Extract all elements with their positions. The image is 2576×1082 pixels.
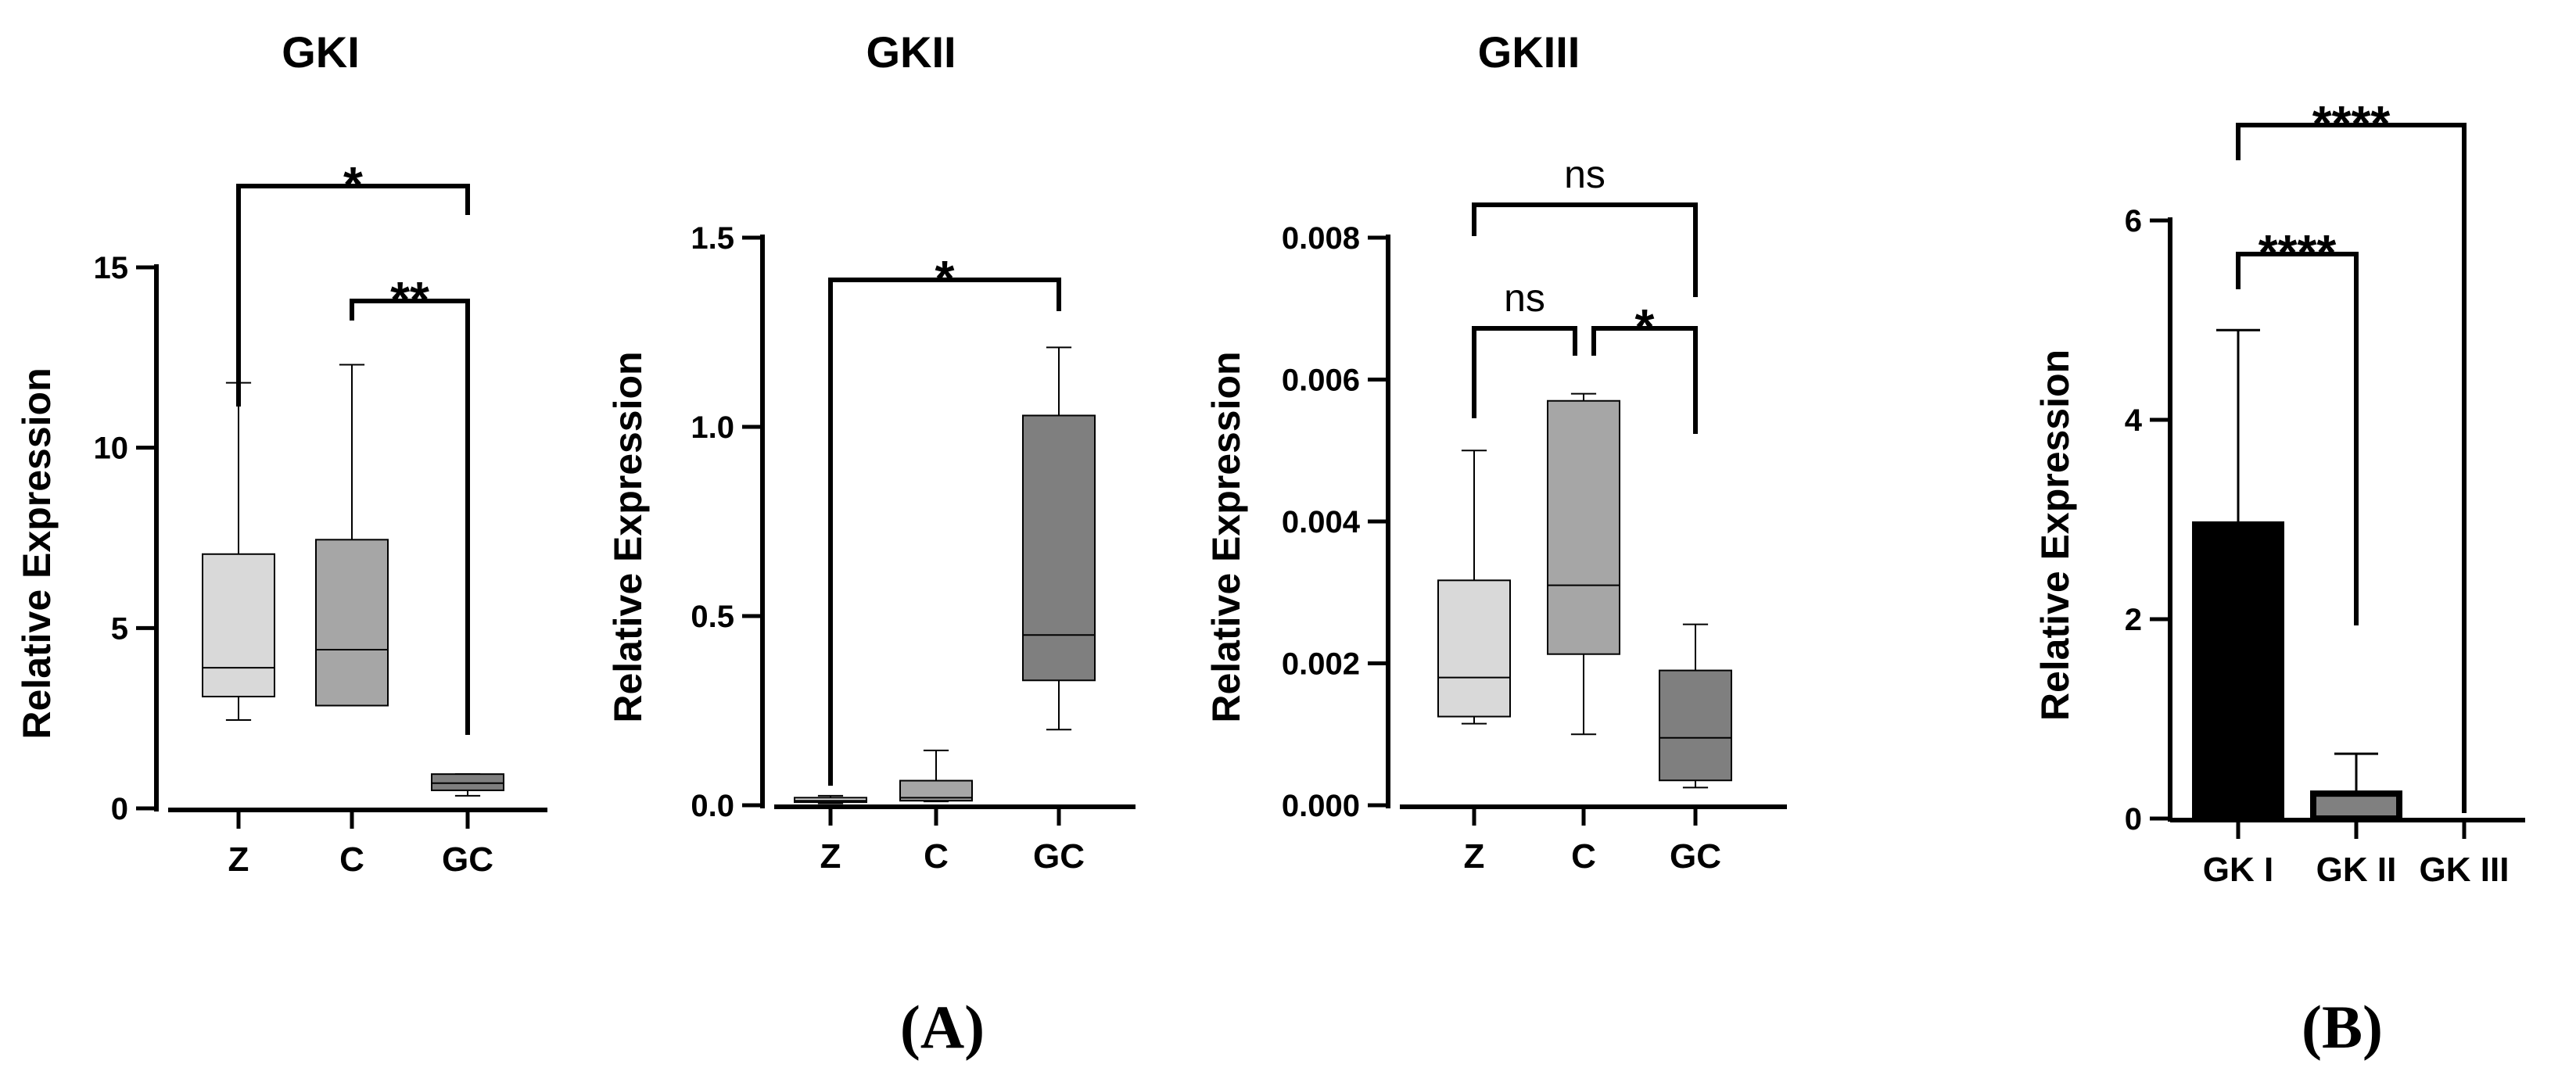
significance-bracket-z-gc: [1472, 202, 1698, 297]
y-tick-label: 5: [111, 611, 128, 646]
significance-label-z-gc: ns: [1564, 152, 1606, 196]
box-c: [315, 539, 389, 707]
y-tick-label: 0.5: [691, 600, 734, 634]
significance-label-z-gc: *: [343, 156, 363, 213]
significance-bracket-c-gc: [350, 299, 470, 735]
box-z: [202, 553, 275, 697]
x-tick-label: GC: [1670, 837, 1721, 876]
y-tick-label: 0.000: [1282, 789, 1360, 823]
x-tick-label: GK I: [2203, 851, 2273, 889]
x-tick-label: Z: [228, 840, 249, 879]
chart-title: GKII: [866, 27, 956, 77]
y-tick-label: 0: [111, 792, 128, 826]
x-tick-label: GK II: [2316, 851, 2397, 889]
panel-label-b: (B): [2302, 993, 2383, 1061]
significance-label-gk1-gk3: ****: [2312, 95, 2391, 152]
y-tick-label: 6: [2125, 204, 2142, 238]
significance-label-c-gc: *: [1635, 299, 1655, 355]
box-c: [1547, 399, 1620, 655]
y-tick-label: 0: [2125, 802, 2142, 837]
x-tick-label: GK III: [2420, 851, 2510, 889]
y-tick-label: 1.5: [691, 221, 734, 256]
box-z: [1437, 579, 1511, 718]
significance-bracket-z-gc: [236, 184, 470, 407]
chart-title: GKIII: [1478, 27, 1580, 77]
panel-label-a: (A): [900, 993, 985, 1061]
significance-bracket-gk1-gk2: [2236, 252, 2359, 625]
significance-label-c-gc: **: [390, 271, 429, 328]
box-gc: [1022, 414, 1096, 682]
box-gc: [431, 773, 504, 791]
x-tick-label: C: [339, 840, 364, 879]
significance-label-z-c: ns: [1504, 276, 1545, 320]
significance-bracket-gk1-gk3: [2236, 123, 2467, 813]
x-tick-label: C: [924, 837, 949, 876]
y-tick-label: 0.006: [1282, 364, 1360, 398]
significance-bracket-z-gc: [828, 278, 1061, 786]
y-tick-label: 0.002: [1282, 647, 1360, 682]
significance-label-gk1-gk2: ****: [2258, 224, 2337, 281]
y-tick-label: 0.004: [1282, 505, 1361, 539]
box-gc: [1659, 669, 1732, 782]
x-tick-label: Z: [1464, 837, 1485, 876]
y-axis-label: Relative Expression: [2033, 349, 2077, 721]
y-tick-label: 10: [94, 432, 129, 466]
y-tick-label: 2: [2125, 603, 2142, 637]
bar-gk-i: [2192, 521, 2284, 822]
x-tick-label: GC: [1033, 837, 1085, 876]
chart-title: GKI: [282, 27, 360, 77]
y-tick-label: 4: [2125, 403, 2143, 438]
y-axis-label: Relative Expression: [1204, 351, 1248, 722]
y-axis-label: Relative Expression: [606, 351, 650, 722]
y-tick-label: 0.0: [691, 789, 734, 823]
significance-bracket-z-c: [1472, 326, 1577, 418]
significance-label-z-gc: *: [935, 250, 955, 306]
x-tick-label: GC: [442, 840, 493, 879]
x-tick-label: C: [1571, 837, 1596, 876]
x-tick-label: Z: [820, 837, 841, 876]
y-tick-label: 0.008: [1282, 221, 1360, 256]
bar-gk-ii: [2310, 790, 2402, 822]
significance-bracket-c-gc: [1591, 326, 1698, 434]
y-tick-label: 15: [94, 251, 129, 285]
y-axis-label: Relative Expression: [15, 367, 59, 739]
y-tick-label: 1.0: [691, 410, 734, 445]
